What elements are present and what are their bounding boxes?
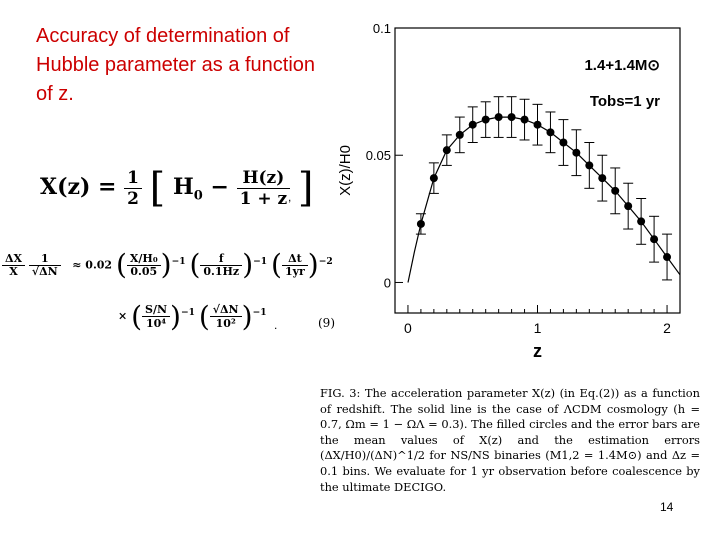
legend-tobs: Tobs=1 yr	[590, 93, 660, 110]
eq1-lhs: X(z) =	[40, 174, 117, 200]
data-marker	[429, 174, 438, 183]
eq1-half-den: 2	[127, 188, 139, 209]
data-point	[467, 106, 478, 144]
eq2-sqrt-num: 1	[28, 252, 61, 266]
data-marker	[572, 148, 581, 157]
data-point	[662, 233, 673, 281]
eq2-f3-den: 1yr	[284, 264, 305, 278]
y-axis-label: X(z)/H0	[337, 145, 354, 196]
eq2-approx: ≈ 0.02	[72, 258, 113, 272]
eq2-sqrt: 1 √ΔN	[28, 252, 61, 278]
eq2-f2-num: f	[200, 252, 243, 266]
data-point	[493, 96, 504, 138]
data-point	[519, 98, 530, 141]
eq2-exp-3: −2	[318, 255, 333, 267]
eq2-f1-den: 0.05	[130, 264, 158, 278]
y-tick-label: 0	[384, 275, 391, 290]
data-marker	[481, 115, 490, 124]
data-marker	[533, 120, 542, 129]
data-point	[623, 182, 634, 230]
eq1-hz-frac: H(z) 1 + z	[236, 168, 291, 209]
equation-error-estimate-cont: × ( S/N 10⁴ )−1 ( √ΔN 10² )−1	[118, 300, 267, 333]
slide-title: Accuracy of determination of Hubble para…	[36, 25, 316, 105]
eq3-f2-den: 10²	[215, 317, 236, 330]
figure-caption: FIG. 3: The acceleration parameter X(z) …	[320, 386, 700, 494]
eq2-lhs: ΔX X	[2, 252, 26, 278]
data-marker	[416, 219, 425, 228]
data-point	[597, 154, 608, 202]
eq3-exp-1: −1	[180, 306, 196, 318]
data-marker	[585, 161, 594, 170]
data-marker	[507, 113, 516, 122]
eq2-sqrt-den: √ΔN	[31, 264, 58, 278]
data-marker	[663, 253, 672, 262]
data-marker	[559, 138, 568, 147]
eq1-half-num: 1	[124, 168, 142, 189]
data-point	[454, 116, 465, 154]
eq2-f3: Δt 1yr	[281, 252, 308, 278]
page-number: 14	[660, 500, 674, 514]
data-marker	[546, 128, 555, 137]
data-point	[441, 134, 452, 166]
data-point	[480, 101, 491, 138]
eq2-f2-den: 0.1Hz	[203, 264, 240, 278]
data-marker	[520, 115, 529, 124]
lcdm-model-curve	[407, 116, 681, 283]
data-point	[545, 111, 556, 154]
x-tick-label: 0	[404, 320, 412, 336]
eq3-f1-den: 10⁴	[145, 317, 167, 330]
hubble-parameter-plot: 0 1 2 0 0.05 0.1 1.4+1.4M⊙ Tobs=1 yr z X(z)/H…	[337, 21, 681, 361]
x-tick-label: 1	[534, 320, 542, 336]
eq2-lhs-den: X	[9, 264, 18, 278]
equation-error-estimate: ΔX X 1 √ΔN ≈ 0.02 ( X/H₀ 0.05 )−1 ( f 0.…	[2, 249, 333, 281]
data-marker	[624, 202, 633, 211]
data-point	[610, 167, 621, 215]
data-marker	[637, 217, 646, 226]
x-axis-label: z	[533, 341, 542, 361]
data-marker	[494, 113, 503, 122]
data-marker	[611, 186, 620, 195]
eq1-minus: −	[210, 174, 229, 200]
y-tick-label: 0.1	[373, 21, 391, 36]
eq2-f3-num: Δt	[281, 252, 308, 266]
eq2-f1-num: X/H₀	[126, 252, 161, 266]
eq2-lhs-num: ΔX	[2, 252, 26, 266]
eq3-exp-2: −1	[252, 306, 267, 318]
eq2-exp-1: −1	[171, 255, 186, 267]
legend-mass: 1.4+1.4M⊙	[584, 57, 660, 74]
eq1-h-sub: 0	[193, 188, 203, 204]
data-marker	[442, 146, 451, 155]
eq3-period: .	[274, 318, 278, 332]
equation-x-of-z: X(z) = 1 2 [ H0 − H(z) 1 + z ]	[40, 165, 314, 211]
eq3-f1-num: S/N	[142, 303, 171, 317]
data-point	[506, 96, 517, 138]
data-point	[649, 215, 660, 263]
eq3-f2: √ΔN 10²	[209, 303, 242, 330]
eq1-hz-den: 1 + z	[239, 188, 288, 209]
eq2-f2: f 0.1Hz	[200, 252, 243, 278]
eq1-comma: ,	[288, 190, 292, 204]
data-marker	[468, 120, 477, 129]
data-marker	[455, 130, 464, 139]
eq3-f1: S/N 10⁴	[142, 303, 171, 330]
equation-number: (9)	[318, 316, 335, 330]
eq1-h: H	[172, 174, 194, 200]
eq1-half: 1 2	[124, 168, 142, 209]
x-tick-label: 2	[663, 320, 671, 336]
data-point	[532, 103, 543, 146]
data-marker	[598, 174, 607, 183]
eq3-times: ×	[118, 309, 128, 323]
data-point	[428, 162, 439, 194]
y-tick-label: 0.05	[366, 148, 391, 163]
data-marker	[650, 235, 659, 244]
eq2-exp-2: −1	[253, 255, 268, 267]
data-point	[415, 213, 426, 235]
data-point	[571, 129, 582, 177]
data-point	[636, 197, 647, 245]
data-point	[584, 142, 595, 189]
eq2-f1: X/H₀ 0.05	[126, 252, 161, 278]
eq3-f2-num: √ΔN	[209, 303, 242, 317]
eq1-hz-num: H(z)	[236, 168, 291, 189]
data-point	[558, 119, 569, 166]
